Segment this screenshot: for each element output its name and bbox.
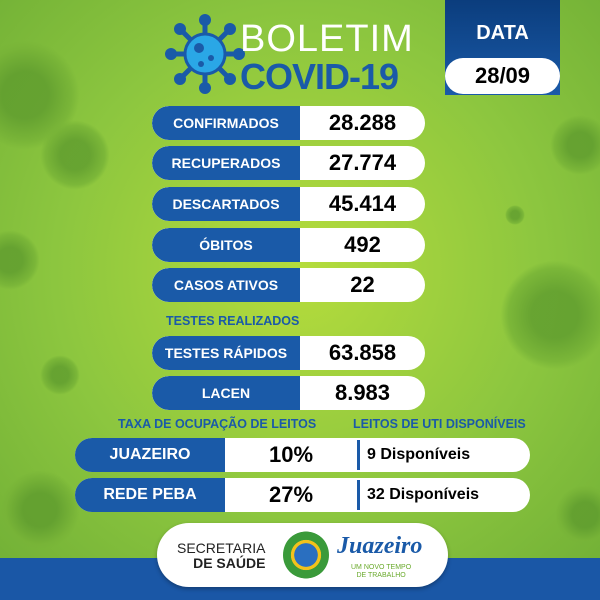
uti-heading: LEITOS DE UTI DISPONÍVEIS	[353, 417, 526, 431]
virus-logo-icon	[165, 14, 245, 94]
virus-decoration	[505, 205, 525, 225]
occupancy-value: 10%	[268, 442, 314, 467]
virus-decoration	[0, 470, 80, 550]
virus-decoration	[0, 230, 40, 290]
virus-decoration	[555, 485, 600, 545]
stat-row-descartados: DESCARTADOS 45.414	[152, 187, 425, 221]
stat-value: 492	[344, 232, 381, 257]
test-row-rapidos: TESTES RÁPIDOS 63.858	[152, 336, 425, 370]
stat-label: RECUPERADOS	[152, 146, 300, 180]
stat-label: DESCARTADOS	[152, 187, 300, 221]
stat-label: CONFIRMADOS	[152, 106, 300, 140]
bed-row-rede-peba: REDE PEBA 27% 32 Disponíveis	[75, 478, 530, 512]
test-label: LACEN	[152, 376, 300, 410]
title-boletim: BOLETIM	[240, 18, 414, 60]
uti-value: 32 Disponíveis	[367, 486, 480, 503]
date-box: DATA 28/09	[445, 0, 560, 95]
stat-label: ÓBITOS	[152, 228, 300, 262]
date-value: 28/09	[445, 58, 560, 94]
virus-decoration	[500, 260, 600, 370]
stat-row-obitos: ÓBITOS 492	[152, 228, 425, 262]
title-covid: COVID-19	[240, 56, 399, 97]
stat-row-casos-ativos: CASOS ATIVOS 22	[152, 268, 425, 302]
tagline-line2: DE TRABALHO	[356, 572, 406, 579]
stat-value: 27.774	[328, 150, 397, 175]
occupancy-heading: TAXA DE OCUPAÇÃO DE LEITOS	[118, 417, 317, 431]
stat-row-recuperados: RECUPERADOS 27.774	[152, 146, 425, 180]
stat-value: 22	[350, 272, 375, 297]
test-label: TESTES RÁPIDOS	[152, 336, 300, 370]
divider	[357, 480, 360, 510]
stat-value: 28.288	[328, 110, 397, 135]
occupancy-value: 27%	[268, 482, 314, 507]
virus-decoration	[550, 115, 600, 175]
prefeitura-logo: Juazeiro	[337, 533, 423, 559]
divider	[357, 440, 360, 470]
virus-decoration	[40, 355, 80, 395]
test-row-lacen: LACEN 8.983	[152, 376, 425, 410]
tagline-line1: UM NOVO TEMPO	[351, 564, 412, 571]
stat-value: 45.414	[328, 191, 397, 216]
tests-heading: TESTES REALIZADOS	[166, 314, 300, 328]
bed-row-juazeiro: JUAZEIRO 10% 9 Disponíveis	[75, 438, 530, 472]
secretaria-line1: SECRETARIA	[177, 540, 266, 556]
city-seal-icon	[283, 531, 329, 579]
prefeitura-tagline: UM NOVO TEMPO DE TRABALHO	[351, 564, 411, 580]
footer-logos: SECRETARIA DE SAÚDE Juazeiro UM NOVO TEMP…	[157, 523, 448, 587]
secretaria-line2: DE SAÚDE	[193, 555, 266, 571]
bed-label: REDE PEBA	[75, 478, 225, 512]
bed-label: JUAZEIRO	[75, 438, 225, 472]
test-value: 8.983	[334, 380, 391, 405]
date-label: DATA	[476, 22, 529, 44]
stat-row-confirmados: CONFIRMADOS 28.288	[152, 106, 425, 140]
secretaria-label: SECRETARIA DE SAÚDE	[177, 541, 265, 571]
virus-decoration	[40, 120, 110, 190]
stat-label: CASOS ATIVOS	[152, 268, 300, 302]
test-value: 63.858	[328, 340, 397, 365]
uti-value: 9 Disponíveis	[367, 446, 471, 463]
